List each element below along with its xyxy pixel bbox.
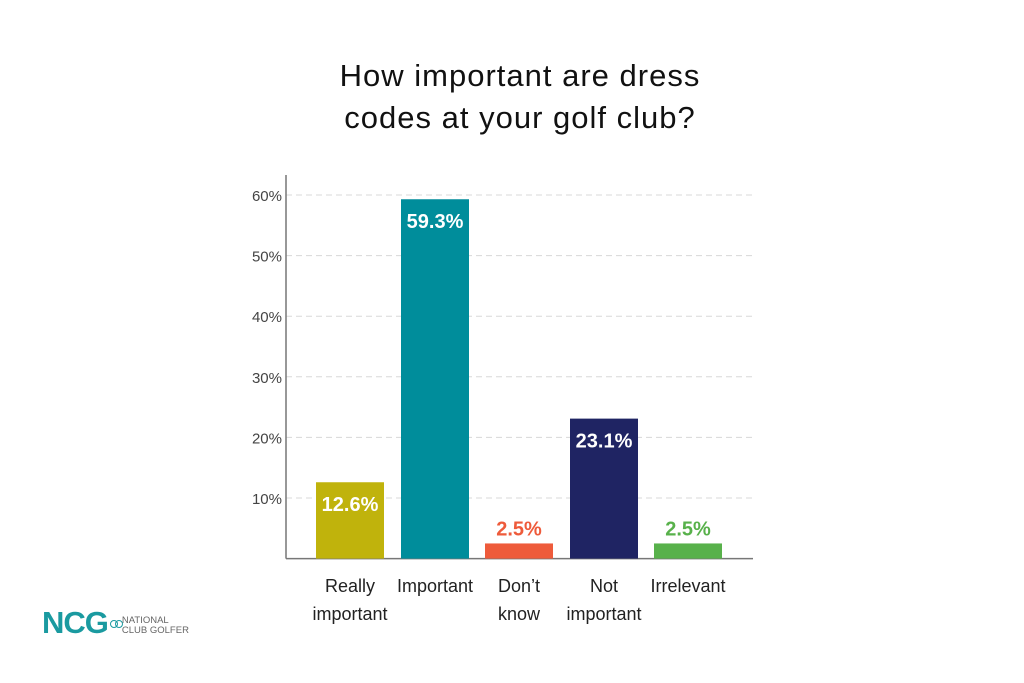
bar bbox=[401, 199, 469, 559]
ncg-logo: NCG NATIONAL CLUB GOLFER bbox=[42, 605, 189, 641]
x-tick-label: Really bbox=[325, 576, 375, 596]
x-tick-label: Don’t bbox=[498, 576, 540, 596]
data-label: 12.6% bbox=[322, 494, 379, 516]
y-tick-label: 10% bbox=[252, 491, 282, 508]
logo-mark: NCG bbox=[42, 605, 109, 640]
title-line: codes at your golf club? bbox=[344, 100, 696, 135]
data-label: 23.1% bbox=[576, 431, 633, 453]
y-tick-label: 20% bbox=[252, 430, 282, 447]
x-tick-label: important bbox=[566, 604, 641, 624]
y-tick-label: 30% bbox=[252, 370, 282, 387]
data-label: 2.5% bbox=[665, 518, 711, 540]
title-line: How important are dress bbox=[339, 58, 701, 93]
x-tick-label: Important bbox=[397, 576, 473, 596]
y-tick-label: 60% bbox=[252, 188, 282, 205]
bar bbox=[316, 482, 384, 559]
logo-line: CLUB GOLFER bbox=[121, 625, 189, 636]
x-tick-label: know bbox=[498, 604, 541, 624]
chart-title: How important are dress codes at your go… bbox=[0, 55, 1024, 139]
x-tick-label: Irrelevant bbox=[650, 576, 725, 596]
data-label: 59.3% bbox=[407, 211, 464, 233]
x-tick-label: important bbox=[312, 604, 387, 624]
bar bbox=[570, 418, 638, 559]
bar bbox=[654, 543, 722, 559]
x-tick-label: Not bbox=[590, 576, 618, 596]
data-label: 2.5% bbox=[496, 518, 542, 540]
bar bbox=[485, 543, 553, 559]
logo-line: NATIONAL bbox=[121, 615, 169, 626]
logo-text: NATIONAL CLUB GOLFER bbox=[122, 616, 189, 636]
logo-rings-icon bbox=[109, 619, 123, 628]
y-tick-label: 50% bbox=[252, 249, 282, 266]
y-tick-label: 40% bbox=[252, 309, 282, 326]
